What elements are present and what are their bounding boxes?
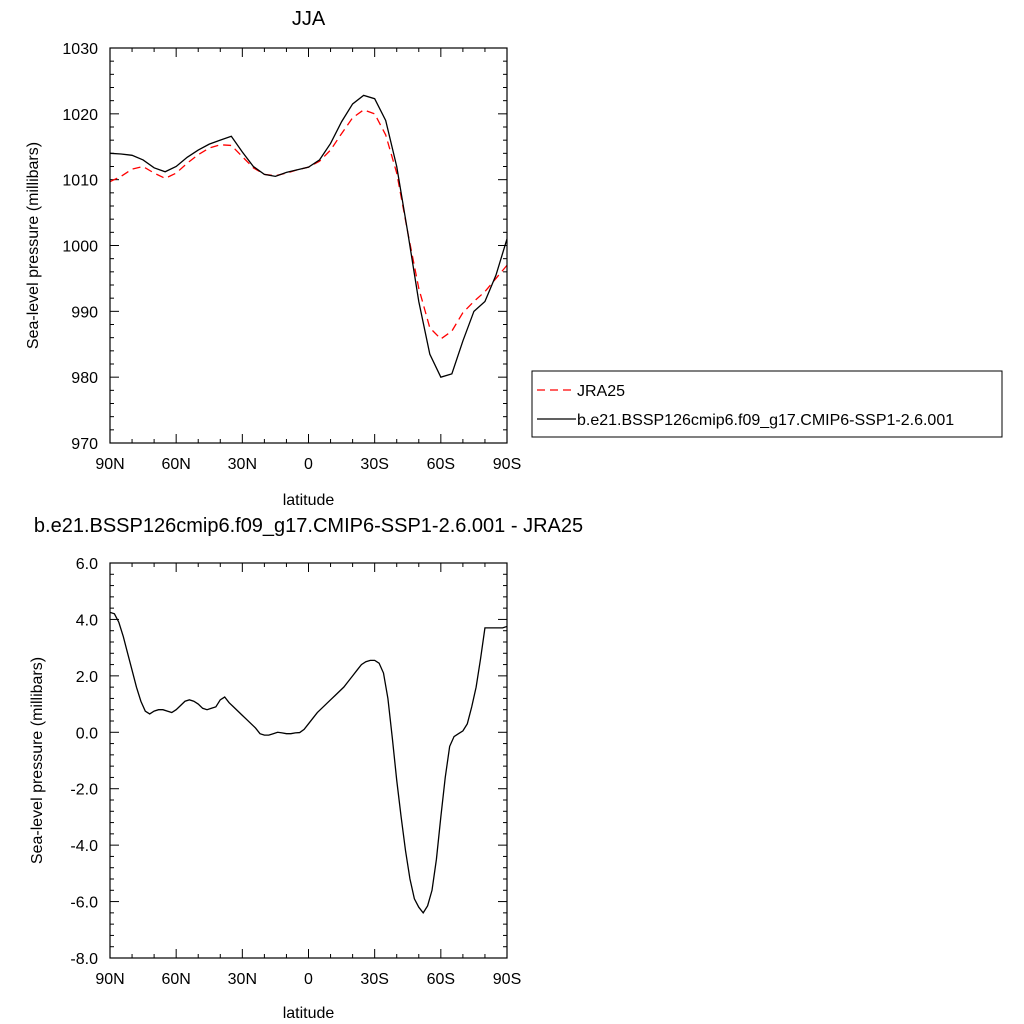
- y-tick-label: 1020: [62, 107, 98, 124]
- x-tick-label: 30N: [228, 971, 257, 988]
- x-tick-label: 90S: [493, 456, 521, 473]
- x-tick-label: 90N: [95, 971, 124, 988]
- bottom-y-axis-label: Sea-level pressure (millibars): [29, 657, 46, 864]
- legend-box: [531, 370, 1003, 438]
- y-tick-label: -2.0: [70, 782, 98, 799]
- y-tick-label: 970: [71, 436, 98, 453]
- top-y-axis-label: Sea-level pressure (millibars): [25, 142, 42, 349]
- y-tick-label: 2.0: [76, 669, 98, 686]
- x-tick-label: 60N: [161, 971, 190, 988]
- bottom-chart: b.e21.BSSP126cmip6.f09_g17.CMIP6-SSP1-2.…: [29, 515, 583, 1022]
- y-tick-label: 980: [71, 370, 98, 387]
- x-tick-label: 30N: [228, 456, 257, 473]
- y-tick-label: -8.0: [70, 951, 98, 968]
- x-tick-label: 30S: [360, 456, 388, 473]
- x-tick-label: 60S: [427, 456, 455, 473]
- bottom-chart-title: b.e21.BSSP126cmip6.f09_g17.CMIP6-SSP1-2.…: [34, 515, 583, 537]
- y-tick-label: -4.0: [70, 838, 98, 855]
- legend-label-1: b.e21.BSSP126cmip6.f09_g17.CMIP6-SSP1-2.…: [577, 412, 954, 429]
- x-tick-label: 0: [304, 971, 313, 988]
- y-tick-label: 990: [71, 304, 98, 321]
- y-tick-label: 4.0: [76, 612, 98, 629]
- bottom-x-axis-label: latitude: [283, 1005, 335, 1022]
- x-tick-label: 60S: [427, 971, 455, 988]
- x-tick-label: 60N: [161, 456, 190, 473]
- x-tick-label: 90N: [95, 456, 124, 473]
- top-chart: JJA 90N 60N 30N 0 30S 60S 90S 970 980 990 1000 1010 1…: [25, 8, 1003, 509]
- legend: JRA25 b.e21.BSSP126cmip6.f09_g17.CMIP6-SS…: [531, 370, 1003, 438]
- top-plot-frame: [109, 47, 508, 444]
- top-chart-title: JJA: [292, 8, 326, 30]
- legend-label-0: JRA25: [577, 383, 625, 400]
- x-tick-label: 0: [304, 456, 313, 473]
- x-tick-label: 90S: [493, 971, 521, 988]
- y-tick-label: -6.0: [70, 895, 98, 912]
- bottom-plot-frame: [109, 562, 508, 959]
- y-tick-label: 1000: [62, 239, 98, 256]
- top-x-axis-label: latitude: [283, 492, 335, 509]
- y-tick-label: 1030: [62, 41, 98, 58]
- x-tick-label: 30S: [360, 971, 388, 988]
- y-tick-label: 1010: [62, 173, 98, 190]
- bottom-series-line-0: [110, 611, 507, 914]
- y-tick-label: 0.0: [76, 725, 98, 742]
- top-series-line-1: [110, 94, 507, 378]
- y-tick-label: 6.0: [76, 556, 98, 573]
